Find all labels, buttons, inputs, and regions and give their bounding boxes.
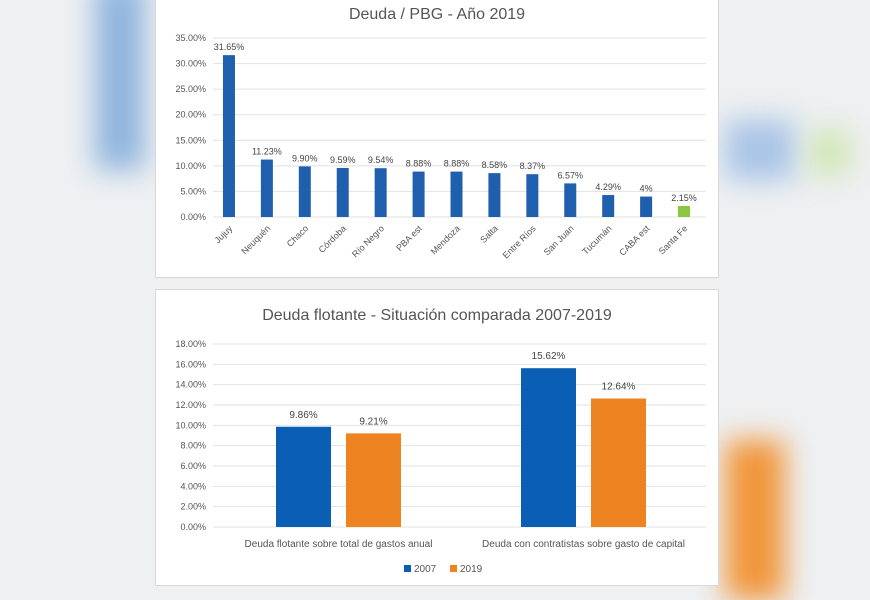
bar [564, 183, 577, 217]
background-blur-right-blue [725, 120, 795, 180]
bar-2007 [521, 368, 576, 527]
x-tick-label: Deuda flotante sobre total de gastos anu… [245, 539, 433, 550]
data-label: 8.88% [406, 159, 432, 169]
data-label: 9.90% [292, 153, 318, 163]
bar [374, 168, 387, 217]
bar-2007 [276, 426, 331, 527]
data-label: 12.64% [602, 381, 636, 392]
chart-panel-deuda-pbg: Deuda / PBG - Año 2019 0.00% 5.00% 10.00% 15… [155, 0, 719, 278]
x-tick-label: San Juan [542, 223, 576, 257]
y-tick-label: 25.00% [175, 84, 206, 94]
data-label: 6.57% [558, 170, 584, 180]
bar [678, 206, 691, 217]
background-blur-right-orange [725, 440, 785, 600]
background-blur-left [95, 0, 145, 170]
y-tick-label: 8.00% [180, 441, 206, 451]
bar [488, 173, 501, 217]
bar [222, 55, 235, 217]
x-tick-label: Entre Ríos [501, 223, 538, 260]
chart-title: Deuda / PBG - Año 2019 [349, 6, 525, 23]
bar [640, 196, 653, 217]
chart-deuda-flotante: Deuda flotante - Situación comparada 200… [175, 307, 706, 575]
bar-2019 [346, 433, 401, 527]
chart-deuda-pbg: Deuda / PBG - Año 2019 0.00% 5.00% 10.00% 15… [175, 6, 706, 260]
y-tick-label: 2.00% [180, 502, 206, 512]
bar [260, 159, 273, 217]
legend-label: 2007 [414, 564, 437, 575]
x-tick-label: Neuquén [239, 223, 272, 256]
x-tick-label: Chaco [285, 223, 310, 248]
x-tick-label: Salta [478, 223, 500, 245]
bar [526, 174, 539, 217]
x-tick-label: CABA est [617, 223, 652, 258]
x-tick-label: Mendoza [429, 223, 462, 256]
x-tick-label: Río Negro [350, 223, 386, 259]
y-tick-label: 0.00% [180, 212, 206, 222]
y-tick-label: 12.00% [175, 400, 206, 410]
bar [602, 195, 615, 217]
chart-title: Deuda flotante - Situación comparada 200… [262, 307, 612, 324]
data-label: 15.62% [532, 351, 566, 362]
legend-label: 2019 [460, 564, 483, 575]
y-tick-label: 20.00% [175, 110, 206, 120]
bar-2019 [591, 398, 646, 527]
legend-swatch-2019 [450, 565, 457, 572]
data-label: 11.23% [252, 147, 282, 157]
data-label: 4% [640, 184, 653, 194]
data-label: 4.29% [595, 182, 621, 192]
legend-swatch-2007 [404, 565, 411, 572]
data-label: 8.88% [444, 159, 470, 169]
y-tick-label: 6.00% [180, 461, 206, 471]
y-tick-label: 30.00% [175, 59, 206, 69]
background-blur-right-green [810, 130, 850, 175]
chart-panel-deuda-flotante: Deuda flotante - Situación comparada 200… [155, 289, 719, 586]
y-tick-label: 16.00% [175, 359, 206, 369]
data-label: 8.37% [520, 161, 546, 171]
data-label: 9.86% [289, 410, 317, 421]
x-tick-label: Tucumán [580, 223, 613, 256]
bar [336, 167, 349, 217]
data-label: 8.58% [482, 160, 508, 170]
data-label: 2.15% [671, 193, 697, 203]
x-tick-label: Deuda con contratistas sobre gasto de ca… [482, 539, 685, 550]
y-tick-label: 10.00% [175, 420, 206, 430]
x-tick-label: Santa Fe [657, 223, 690, 256]
y-tick-label: 5.00% [180, 186, 206, 196]
y-tick-label: 15.00% [175, 135, 206, 145]
data-label: 9.21% [359, 416, 387, 427]
y-tick-label: 0.00% [180, 522, 206, 532]
data-label: 31.65% [214, 42, 245, 52]
x-tick-label: Córdoba [317, 223, 348, 254]
y-tick-label: 18.00% [175, 339, 206, 349]
x-tick-label: PBA est [394, 223, 424, 253]
x-tick-label: Jujuy [212, 223, 234, 245]
y-tick-label: 10.00% [175, 161, 206, 171]
bar [450, 171, 463, 217]
y-tick-label: 4.00% [180, 481, 206, 491]
y-tick-label: 35.00% [175, 33, 206, 43]
bar [298, 166, 311, 217]
y-tick-label: 14.00% [175, 380, 206, 390]
data-label: 9.54% [368, 155, 394, 165]
bar [412, 171, 425, 217]
data-label: 9.59% [330, 155, 356, 165]
